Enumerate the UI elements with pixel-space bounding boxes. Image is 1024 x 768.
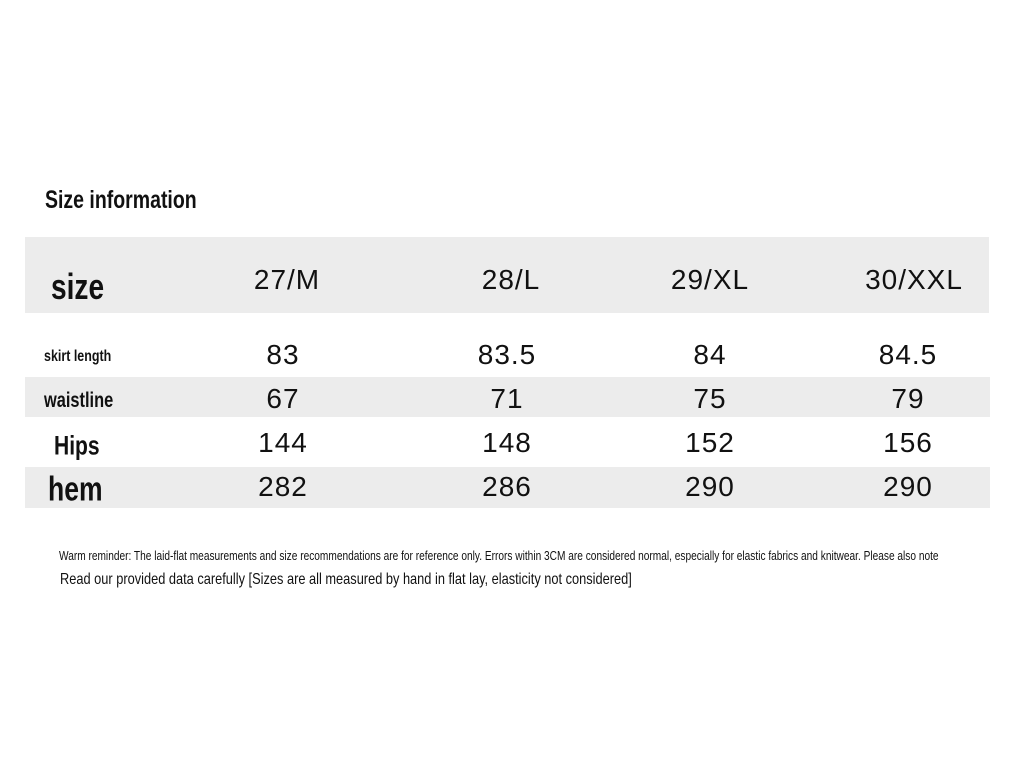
value-cell: 67: [266, 383, 300, 414]
value-cell: 75: [693, 383, 727, 414]
row-label-text: hem: [48, 470, 103, 509]
value-cell: 286: [482, 471, 532, 502]
header-band: [25, 237, 989, 313]
value-cell: 156: [883, 427, 933, 458]
value-cell: 83.5: [477, 339, 537, 370]
header-cell: 27/M: [253, 264, 321, 295]
note: Read our provided data carefully [Sizes …: [60, 571, 775, 589]
note-text: Warm reminder: The laid-flat measurement…: [59, 548, 939, 563]
value-cell: 84: [693, 339, 727, 370]
value-cell: 84.5: [878, 339, 938, 370]
value-cell: 152: [685, 427, 735, 458]
row-label-text: skirt length: [44, 348, 112, 365]
row-label-text: Hips: [54, 430, 100, 461]
row-label: hem: [48, 471, 118, 510]
row-label: skirt length: [44, 348, 130, 366]
header-cell: 30/XXL: [865, 264, 963, 295]
value-cell: 144: [258, 427, 308, 458]
value-cell: 282: [258, 471, 308, 502]
value-cell: 83: [266, 339, 300, 370]
row-label-text: waistline: [44, 389, 114, 412]
value-cell: 71: [490, 383, 524, 414]
header-label: size: [51, 266, 119, 308]
value-cell: 290: [685, 471, 735, 502]
header-cell: 28/L: [481, 264, 541, 295]
value-cell: 79: [891, 383, 925, 414]
header-cell: 29/XL: [670, 264, 750, 295]
value-cell: 290: [883, 471, 933, 502]
header-text: size: [51, 266, 105, 307]
note: Warm reminder: The laid-flat measurement…: [59, 548, 1024, 563]
title: Size information: [45, 186, 197, 214]
note-text: Read our provided data carefully [Sizes …: [60, 571, 632, 588]
row-band: [25, 467, 990, 508]
row-label: Hips: [54, 431, 113, 462]
row-band: [25, 377, 990, 417]
value-cell: 148: [482, 427, 532, 458]
row-label: waistline: [44, 389, 133, 413]
